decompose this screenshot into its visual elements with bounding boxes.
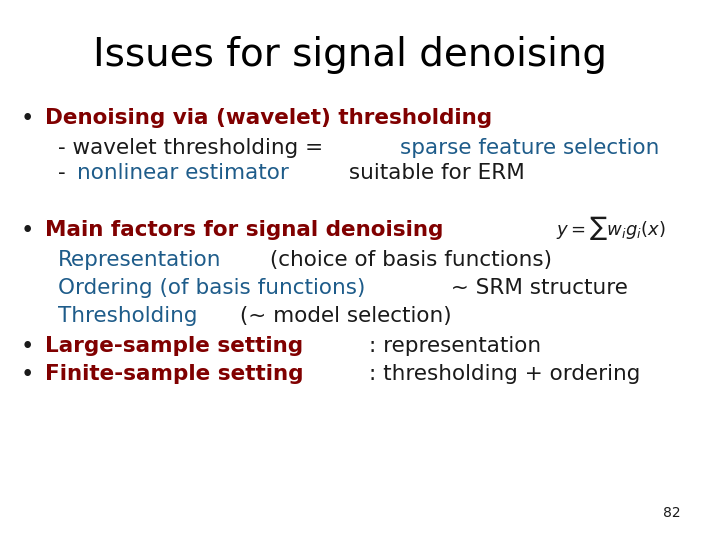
Text: •: • [21,219,34,241]
Text: : representation: : representation [369,336,541,356]
Text: (~ model selection): (~ model selection) [233,306,452,326]
Text: : thresholding + ordering: : thresholding + ordering [369,364,641,384]
Text: ~ SRM structure: ~ SRM structure [444,278,628,298]
Text: - wavelet thresholding =: - wavelet thresholding = [58,138,330,158]
Text: Ordering (of basis functions): Ordering (of basis functions) [58,278,366,298]
Text: 82: 82 [663,506,680,520]
Text: Main factors for signal denoising: Main factors for signal denoising [45,220,451,240]
Text: sparse feature selection: sparse feature selection [400,138,659,158]
Text: suitable for ERM: suitable for ERM [343,163,525,183]
Text: Denoising via (wavelet) thresholding: Denoising via (wavelet) thresholding [45,108,492,128]
Text: Representation: Representation [58,250,222,270]
Text: •: • [21,362,34,386]
Text: Issues for signal denoising: Issues for signal denoising [93,36,607,74]
Text: Thresholding: Thresholding [58,306,198,326]
Text: nonlinear estimator: nonlinear estimator [76,163,289,183]
Text: -: - [58,163,73,183]
Text: $y = \sum w_i g_i(x)$: $y = \sum w_i g_i(x)$ [556,214,665,242]
Text: •: • [21,334,34,357]
Text: Large-sample setting: Large-sample setting [45,336,303,356]
Text: Finite-sample setting: Finite-sample setting [45,364,303,384]
Text: (choice of basis functions): (choice of basis functions) [264,250,552,270]
Text: •: • [21,106,34,130]
